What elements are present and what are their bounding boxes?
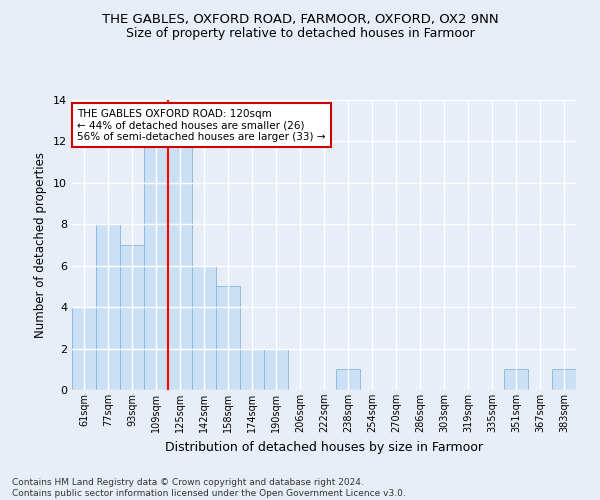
Bar (336, 370, 360, 390)
Text: Size of property relative to detached houses in Farmoor: Size of property relative to detached ho… (125, 28, 475, 40)
X-axis label: Distribution of detached houses by size in Farmoor: Distribution of detached houses by size … (165, 440, 483, 454)
Bar (144, 142, 168, 390)
Bar (168, 142, 192, 390)
Bar (120, 245, 144, 390)
Bar (240, 348, 264, 390)
Text: THE GABLES, OXFORD ROAD, FARMOOR, OXFORD, OX2 9NN: THE GABLES, OXFORD ROAD, FARMOOR, OXFORD… (101, 12, 499, 26)
Bar (504, 370, 528, 390)
Y-axis label: Number of detached properties: Number of detached properties (34, 152, 47, 338)
Text: THE GABLES OXFORD ROAD: 120sqm
← 44% of detached houses are smaller (26)
56% of : THE GABLES OXFORD ROAD: 120sqm ← 44% of … (77, 108, 326, 142)
Bar (216, 286, 240, 390)
Bar (264, 348, 288, 390)
Bar (72, 307, 96, 390)
Text: Contains HM Land Registry data © Crown copyright and database right 2024.
Contai: Contains HM Land Registry data © Crown c… (12, 478, 406, 498)
Bar (552, 370, 576, 390)
Bar (96, 224, 120, 390)
Bar (192, 266, 216, 390)
